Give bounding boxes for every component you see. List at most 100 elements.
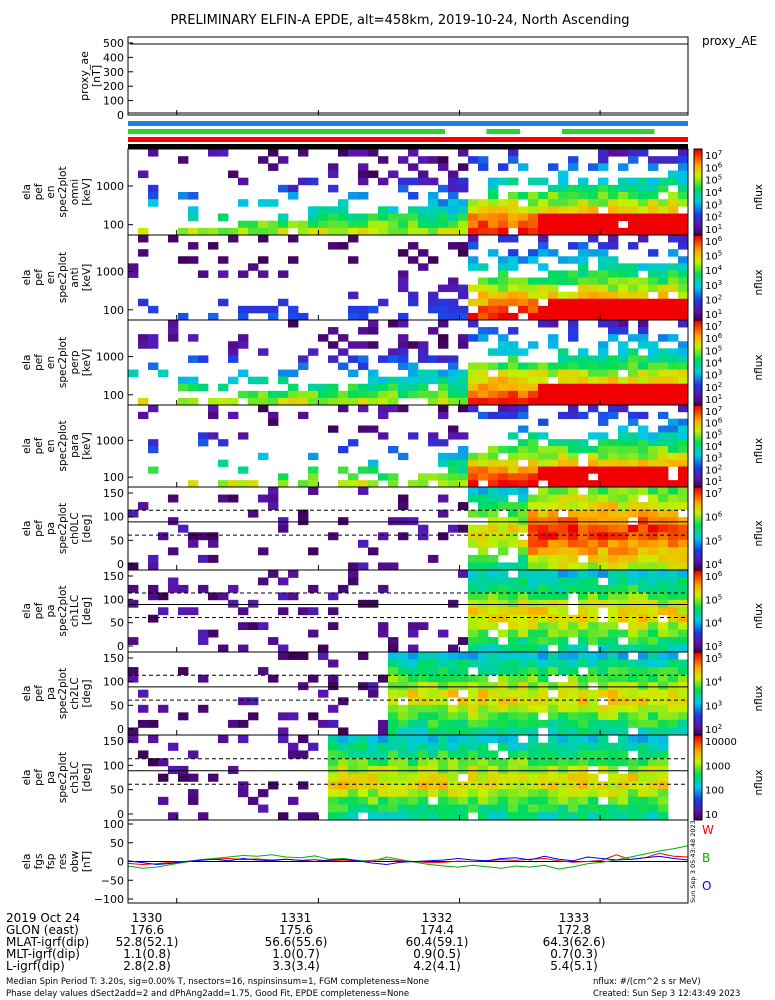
spectrogram-cell	[378, 758, 389, 767]
spectrogram-cell	[398, 494, 409, 503]
spectrogram-cell	[538, 235, 549, 243]
spectrogram-cell	[368, 320, 379, 328]
spectrogram-cell	[358, 487, 369, 495]
spectrogram-cell	[628, 502, 639, 511]
spectrogram-cell	[578, 547, 589, 556]
spectrogram-cell	[508, 682, 519, 691]
spectrogram-cell	[628, 263, 639, 271]
colorbar-segment	[694, 499, 702, 502]
spectrogram-cell	[558, 599, 569, 608]
spectrogram-cell	[608, 622, 619, 631]
spectrogram-cell	[398, 334, 409, 342]
spectrogram-cell	[428, 789, 439, 798]
colorbar-tick-base: 10	[705, 371, 718, 382]
spectrogram-cell	[228, 348, 239, 356]
spectrogram-cell	[588, 758, 599, 767]
spectrogram-cell	[598, 570, 609, 578]
spectrogram-cell	[608, 369, 619, 378]
spectrogram-ytick-label: 1000	[96, 434, 124, 447]
spectrogram-ylabel-line: en	[45, 185, 57, 198]
spectrogram-cell	[488, 199, 499, 207]
spectrogram-cell	[488, 220, 499, 229]
spectrogram-cell	[278, 607, 289, 616]
colorbar-tick-base: 10	[705, 322, 718, 333]
spectrogram-cell	[588, 284, 599, 293]
colorbar-segment	[694, 409, 702, 412]
spectrogram-cell	[628, 184, 639, 193]
colorbar-segment	[694, 309, 702, 312]
spectrogram-cell	[398, 765, 409, 775]
spectrogram-cell	[528, 376, 539, 385]
spectrogram-cell	[308, 473, 319, 481]
field-series-B	[127, 845, 689, 870]
spectrogram-cell	[638, 184, 649, 193]
spectrogram-cell	[458, 405, 469, 413]
spectrogram-cell	[508, 480, 519, 488]
spectrogram-cell	[658, 622, 669, 631]
colorbar-tick-label: 100	[705, 786, 724, 797]
spectrogram-cell	[558, 547, 569, 556]
colorbar-segment	[694, 570, 702, 573]
footer-row-label: L-igrf(dip)	[6, 959, 65, 973]
spectrogram-cell	[438, 452, 449, 461]
colorbar-segment	[694, 300, 702, 304]
spectrogram-cell	[588, 163, 599, 171]
spectrogram-cell	[478, 459, 489, 467]
spectrogram-cell	[238, 607, 249, 616]
colorbar-segment	[694, 294, 702, 298]
spectrogram-cell	[448, 765, 459, 775]
spectrogram-cell	[138, 719, 149, 728]
spectrogram-cell	[568, 789, 579, 798]
spectrogram-cell	[128, 562, 139, 571]
spectrogram-cell	[638, 577, 649, 586]
spectrogram-cell	[238, 270, 249, 278]
spectrogram-cell	[628, 689, 639, 698]
spectrogram-cell	[608, 509, 619, 518]
spectrogram-cell	[218, 644, 229, 653]
spectrogram-cell	[588, 502, 599, 511]
spectrogram-cell	[368, 227, 379, 236]
spectrogram-cell	[388, 712, 399, 721]
spectrogram-cell	[498, 773, 509, 782]
spectrogram-cell	[598, 622, 609, 631]
spectrogram-cell	[668, 270, 679, 278]
spectrogram-cell	[538, 320, 549, 328]
spectrogram-cell	[478, 712, 489, 721]
colorbar-segment	[694, 431, 702, 435]
spectrogram-cell	[668, 249, 679, 257]
spectrogram-ylabel-line: pa	[45, 604, 57, 617]
spectrogram-cell	[618, 607, 629, 616]
spectrogram-cell	[378, 220, 389, 229]
spectrogram-cell	[148, 554, 159, 563]
spectrogram-cell	[398, 712, 409, 721]
spectrogram-cell	[408, 667, 419, 676]
spectrogram-cell	[328, 163, 339, 171]
spectrogram-cell	[578, 466, 589, 474]
spectrogram-cell	[488, 397, 499, 406]
spectrogram-cell	[508, 411, 519, 420]
spectrogram-cell	[438, 163, 449, 171]
colorbar-tick-exp: 3	[718, 452, 722, 460]
spectrogram-cell	[328, 227, 339, 236]
spectrogram-cell	[418, 735, 429, 744]
spectrogram-cell	[368, 599, 379, 608]
spectrogram-cell	[618, 689, 629, 698]
spectrogram-cell	[348, 765, 359, 775]
spectrogram-cell	[558, 473, 569, 481]
spectrogram-cell	[628, 697, 639, 706]
spectrogram-cell	[638, 607, 649, 616]
colorbar-segment	[694, 598, 702, 602]
spectrogram-cell	[178, 227, 189, 236]
spectrogram-cell	[618, 452, 629, 461]
spectrogram-cell	[358, 355, 369, 363]
spectrogram-cell	[648, 719, 659, 728]
spectrogram-cell	[538, 494, 549, 503]
spectrogram-cell	[558, 532, 569, 541]
spectrogram-cell	[388, 644, 399, 653]
spectrogram-cell	[418, 796, 429, 805]
spectrogram-cell	[568, 277, 579, 285]
spectrogram-cell	[598, 480, 609, 488]
colorbar-segment	[694, 553, 702, 556]
spectrogram-cell	[528, 256, 539, 264]
